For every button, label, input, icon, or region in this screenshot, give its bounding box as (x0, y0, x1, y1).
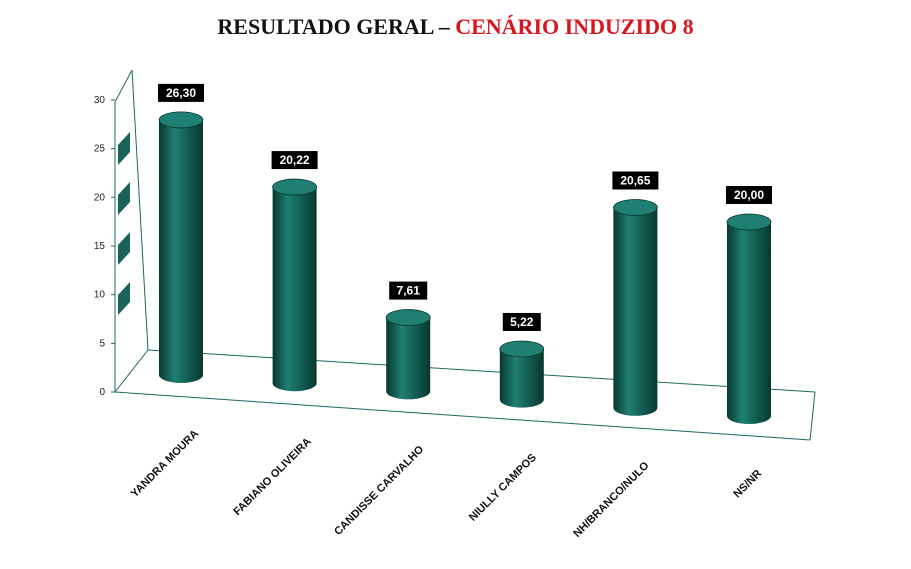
bar-top (385, 309, 431, 326)
data-label: 20,00 (734, 188, 764, 202)
bar-top (272, 178, 318, 196)
wall-band (118, 182, 130, 215)
data-label-box (389, 281, 428, 300)
chart-title: RESULTADO GERAL – CENÁRIO INDUZIDO 8 (0, 14, 911, 40)
bar (727, 222, 771, 424)
data-labels: 26,30 20,22 7,61 5,22 20,65 20,00 (158, 83, 772, 331)
y-tick-label: 5 (99, 338, 105, 349)
bar-top (726, 213, 772, 231)
frame-line (114, 349, 149, 393)
data-label: 26,30 (166, 86, 196, 100)
chart-title-main: RESULTADO GERAL – (217, 14, 456, 39)
data-label-box (612, 171, 659, 190)
x-axis: YANDRA MOURA FABIANO OLIVEIRA CANDISSE CAR… (129, 428, 764, 540)
bar (386, 317, 431, 400)
x-tick-label: CANDISSE CARVALHO (332, 443, 427, 538)
y-tick-label: 15 (94, 241, 106, 252)
bar-top (499, 340, 545, 358)
bar (613, 207, 658, 416)
y-tick-label: 20 (94, 192, 106, 203)
data-label-box (158, 83, 204, 102)
y-tick-label: 0 (99, 387, 105, 398)
frame-line (131, 69, 149, 351)
data-label: 7,61 (397, 284, 421, 298)
x-tick-label: NS/NR (731, 468, 764, 501)
bar-top (613, 199, 658, 216)
data-label-box (271, 151, 318, 170)
bar-top (158, 111, 204, 129)
frame-line (114, 69, 133, 103)
x-tick-label: NIULLY CAMPOS (467, 452, 539, 524)
frame-line (114, 391, 811, 441)
frame-line (147, 349, 816, 393)
y-tick-label: 30 (94, 95, 106, 106)
y-axis: 0 5 10 15 20 25 30 (94, 95, 115, 398)
chart-title-highlight: CENÁRIO INDUZIDO 8 (455, 14, 694, 39)
chart-frame (114, 69, 816, 441)
bar (159, 119, 203, 383)
data-label-box (726, 186, 772, 204)
data-label: 20,22 (280, 153, 310, 167)
x-tick-label: NH/BRANCO/NULO (571, 459, 652, 540)
wall-band (118, 132, 130, 165)
bar (499, 348, 544, 408)
bars (158, 111, 772, 424)
wall-band (118, 232, 130, 265)
wall-band (118, 282, 130, 315)
x-tick-label: FABIANO OLIVEIRA (231, 436, 313, 518)
data-label-box (502, 312, 541, 331)
data-label: 5,22 (510, 315, 534, 329)
x-tick-label: YANDRA MOURA (129, 428, 201, 500)
y-tick-label: 10 (94, 290, 106, 301)
y-tick-label: 25 (94, 144, 106, 155)
frame-line (809, 391, 816, 441)
data-label: 20,65 (620, 173, 650, 187)
bar (272, 187, 317, 392)
